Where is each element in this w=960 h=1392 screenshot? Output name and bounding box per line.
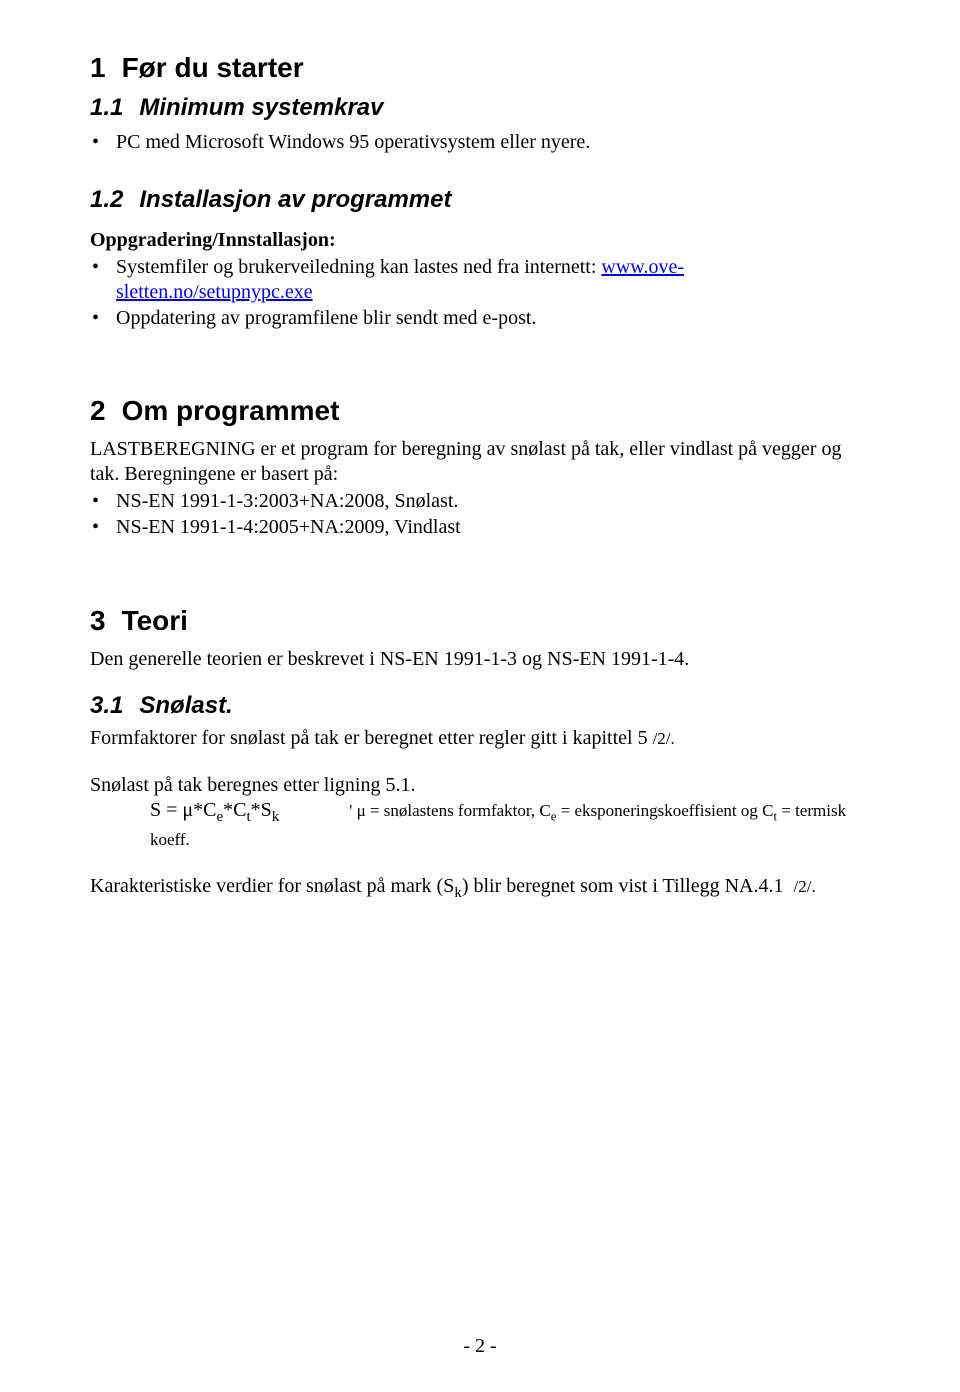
heading-1-2-title: Installasjon av programmet bbox=[139, 186, 451, 213]
bullet-icon: • bbox=[92, 306, 99, 332]
bullet-icon: • bbox=[92, 130, 99, 156]
heading-2-num: 2 bbox=[90, 395, 106, 427]
subheading-oppgradering: Oppgradering/Innstallasjon: bbox=[90, 228, 870, 253]
heading-3-1-num: 3.1 bbox=[90, 692, 123, 720]
para-3-1-c: Karakteristiske verdier for snølast på m… bbox=[90, 874, 870, 903]
heading-3: 3 Teori bbox=[90, 605, 870, 637]
bullet-icon: • bbox=[92, 489, 99, 515]
heading-2-title: Om programmet bbox=[122, 395, 340, 426]
heading-2: 2 Om programmet bbox=[90, 395, 870, 427]
section-3-intro: Den generelle teorien er beskrevet i NS-… bbox=[90, 647, 870, 672]
para-3-1-c-text: Karakteristiske verdier for snølast på m… bbox=[90, 875, 794, 897]
heading-1: 1 Før du starter bbox=[90, 52, 870, 84]
formula: S = μ*Ce*Ct*Sk bbox=[150, 799, 279, 821]
list-item: • PC med Microsoft Windows 95 operativsys… bbox=[90, 130, 870, 156]
list-item: • NS-EN 1991-1-3:2003+NA:2008, Snølast. bbox=[90, 489, 870, 515]
heading-3-title: Teori bbox=[122, 605, 188, 636]
para-3-1-a-text: Formfaktorer for snølast på tak er bereg… bbox=[90, 727, 653, 749]
heading-1-title: Før du starter bbox=[122, 52, 304, 83]
bullet-list-1-1: • PC med Microsoft Windows 95 operativsys… bbox=[90, 130, 870, 156]
list-item-text: PC med Microsoft Windows 95 operativsyst… bbox=[116, 131, 590, 153]
formula-line: S = μ*Ce*Ct*Sk ' μ = snølastens formfakt… bbox=[90, 798, 870, 853]
para-3-1-a: Formfaktorer for snølast på tak er bereg… bbox=[90, 726, 870, 751]
list-item: • Systemfiler og brukerveiledning kan las… bbox=[90, 255, 870, 306]
bullet-list-2: • NS-EN 1991-1-3:2003+NA:2008, Snølast. •… bbox=[90, 489, 870, 540]
list-item: • NS-EN 1991-1-4:2005+NA:2009, Vindlast bbox=[90, 515, 870, 541]
para-3-1-c-ref: /2/. bbox=[794, 877, 816, 896]
heading-1-1-title: Minimum systemkrav bbox=[139, 94, 383, 121]
list-item-text: NS-EN 1991-1-4:2005+NA:2009, Vindlast bbox=[116, 516, 461, 538]
para-3-1-a-ref: /2/. bbox=[653, 729, 675, 748]
heading-1-2-num: 1.2 bbox=[90, 186, 123, 214]
heading-1-1-num: 1.1 bbox=[90, 94, 123, 122]
para-3-1-b: Snølast på tak beregnes etter ligning 5.… bbox=[90, 773, 870, 798]
heading-3-1: 3.1 Snølast. bbox=[90, 692, 870, 720]
list-item-text-prefix: Systemfiler og brukerveiledning kan last… bbox=[116, 256, 601, 278]
section-2-intro: LASTBEREGNING er et program for beregnin… bbox=[90, 437, 870, 487]
list-item: • Oppdatering av programfilene blir sendt… bbox=[90, 306, 870, 332]
list-item-text: Oppdatering av programfilene blir sendt … bbox=[116, 307, 536, 329]
heading-3-1-title: Snølast. bbox=[139, 692, 232, 719]
heading-1-1: 1.1 Minimum systemkrav bbox=[90, 94, 870, 122]
heading-1-num: 1 bbox=[90, 52, 106, 84]
page-number: - 2 - bbox=[0, 1335, 960, 1358]
bullet-icon: • bbox=[92, 255, 99, 281]
list-item-text: NS-EN 1991-1-3:2003+NA:2008, Snølast. bbox=[116, 490, 458, 512]
bullet-list-1-2: • Systemfiler og brukerveiledning kan las… bbox=[90, 255, 870, 332]
heading-3-num: 3 bbox=[90, 605, 106, 637]
heading-1-2: 1.2 Installasjon av programmet bbox=[90, 186, 870, 214]
bullet-icon: • bbox=[92, 515, 99, 541]
